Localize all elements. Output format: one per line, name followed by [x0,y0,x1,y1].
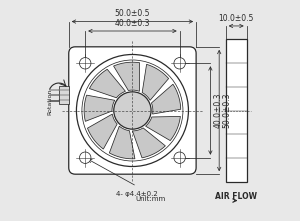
Polygon shape [132,128,165,158]
FancyBboxPatch shape [69,47,196,174]
Text: Unit:mm: Unit:mm [135,196,165,202]
Polygon shape [114,62,140,91]
Circle shape [80,152,91,163]
Polygon shape [59,86,69,105]
Polygon shape [109,126,135,159]
Polygon shape [88,114,117,149]
Text: 40.0±0.3: 40.0±0.3 [214,93,223,128]
Polygon shape [89,69,125,98]
Circle shape [80,58,91,69]
Polygon shape [152,84,181,114]
Circle shape [76,55,188,166]
Text: 10.0±0.5: 10.0±0.5 [218,14,254,23]
Text: AIR FLOW: AIR FLOW [215,192,257,201]
Circle shape [174,58,185,69]
Circle shape [114,92,151,129]
Text: 40.0±0.3: 40.0±0.3 [115,19,150,28]
Polygon shape [142,64,169,100]
Circle shape [174,152,185,163]
Text: 50.0±0.5: 50.0±0.5 [115,9,150,18]
Polygon shape [84,95,115,121]
Text: 50.0±0.3: 50.0±0.3 [223,93,232,128]
Polygon shape [226,39,247,182]
Text: Rotation: Rotation [48,89,52,115]
Polygon shape [146,116,180,141]
Text: 4- φ4.4±0.2: 4- φ4.4±0.2 [116,191,158,197]
